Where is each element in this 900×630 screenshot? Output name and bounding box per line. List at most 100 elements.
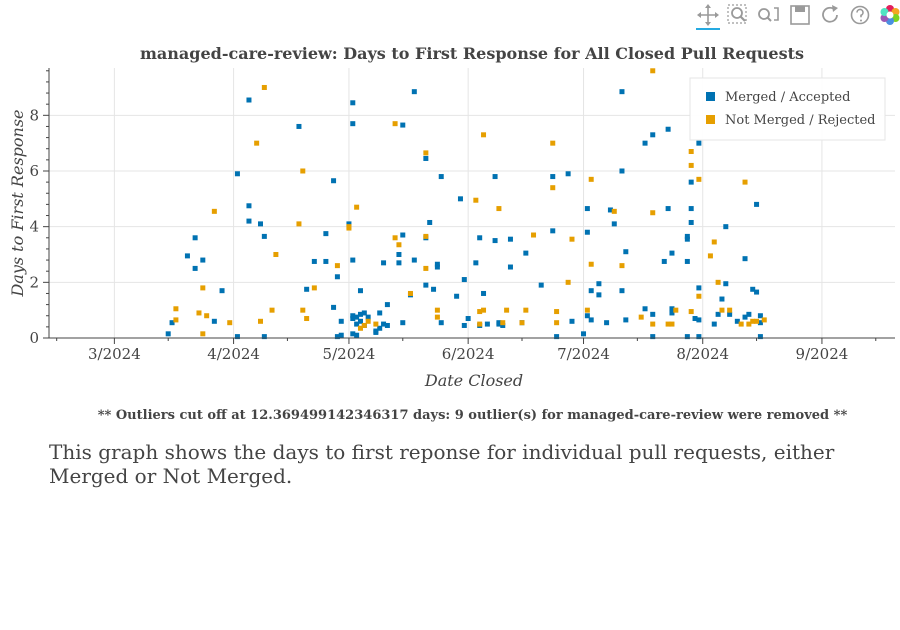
not-merged-point[interactable] [754,318,760,324]
not-merged-point[interactable] [738,321,744,327]
not-merged-point[interactable] [688,149,694,155]
not-merged-point[interactable] [761,317,767,323]
not-merged-point[interactable] [665,321,671,327]
merged-point[interactable] [381,321,387,327]
merged-point[interactable] [669,310,675,316]
merged-point[interactable] [354,314,360,320]
merged-point[interactable] [357,311,363,317]
merged-point[interactable] [696,140,702,146]
merged-point[interactable] [234,334,240,340]
merged-point[interactable] [734,318,740,324]
merged-point[interactable] [331,304,337,310]
not-merged-point[interactable] [742,179,748,185]
not-merged-point[interactable] [211,208,217,214]
merged-point[interactable] [715,311,721,317]
merged-point[interactable] [688,179,694,185]
merged-point[interactable] [365,314,371,320]
merged-point[interactable] [261,233,267,239]
merged-point[interactable] [354,332,360,338]
merged-point[interactable] [665,206,671,212]
not-merged-point[interactable] [588,176,594,182]
merged-point[interactable] [669,306,675,312]
merged-point[interactable] [757,320,763,326]
wheel-zoom-tool-button[interactable] [753,0,783,30]
box-zoom-tool-button[interactable] [723,0,753,30]
merged-point[interactable] [323,258,329,264]
merged-point[interactable] [588,317,594,323]
merged-point[interactable] [427,219,433,225]
not-merged-point[interactable] [477,321,483,327]
not-merged-point[interactable] [619,263,625,269]
not-merged-point[interactable] [200,285,206,291]
not-merged-point[interactable] [727,307,733,313]
merged-point[interactable] [438,320,444,326]
not-merged-point[interactable] [365,318,371,324]
merged-point[interactable] [596,281,602,287]
merged-point[interactable] [384,302,390,308]
not-merged-point[interactable] [258,318,263,324]
merged-point[interactable] [246,203,252,209]
merged-point[interactable] [357,318,363,324]
merged-point[interactable] [431,286,437,292]
merged-point[interactable] [538,282,544,288]
pan-tool-button[interactable] [693,0,723,30]
merged-point[interactable] [507,236,513,242]
not-merged-point[interactable] [254,140,260,146]
merged-point[interactable] [396,260,402,266]
merged-point[interactable] [192,265,198,271]
merged-point[interactable] [500,322,506,328]
help-tool-button[interactable] [845,0,875,30]
not-merged-point[interactable] [638,314,644,320]
merged-point[interactable] [696,334,702,340]
merged-point[interactable] [665,126,671,132]
merged-point[interactable] [569,318,575,324]
merged-point[interactable] [165,331,171,337]
not-merged-point[interactable] [304,316,310,322]
not-merged-point[interactable] [296,221,302,227]
not-merged-point[interactable] [519,320,525,326]
not-merged-point[interactable] [354,204,360,210]
not-merged-point[interactable] [477,309,483,315]
save-tool-button[interactable] [785,0,815,30]
merged-point[interactable] [184,253,190,259]
not-merged-point[interactable] [269,307,275,313]
merged-point[interactable] [481,290,487,296]
not-merged-point[interactable] [554,309,560,315]
merged-point[interactable] [400,320,406,326]
merged-point[interactable] [565,171,571,177]
merged-point[interactable] [296,123,302,129]
merged-point[interactable] [258,221,263,227]
not-merged-point[interactable] [650,68,656,74]
not-merged-point[interactable] [504,307,510,313]
merged-point[interactable] [411,257,417,263]
merged-point[interactable] [584,313,590,319]
merged-point[interactable] [211,318,217,324]
merged-point[interactable] [423,155,429,161]
not-merged-point[interactable] [261,84,267,90]
merged-point[interactable] [554,334,560,340]
merged-point[interactable] [400,232,406,238]
not-merged-point[interactable] [550,185,556,191]
not-merged-point[interactable] [204,313,210,319]
merged-point[interactable] [754,289,760,295]
merged-point[interactable] [723,281,729,287]
not-merged-point[interactable] [434,307,440,313]
merged-point[interactable] [757,334,763,340]
merged-point[interactable] [650,334,656,340]
merged-point[interactable] [754,201,760,207]
merged-point[interactable] [261,334,267,340]
not-merged-point[interactable] [565,279,571,285]
merged-point[interactable] [457,196,463,202]
merged-point[interactable] [623,317,629,323]
bokeh-logo[interactable] [875,0,900,30]
merged-point[interactable] [434,264,440,270]
merged-point[interactable] [461,277,467,283]
merged-point[interactable] [357,288,363,294]
merged-point[interactable] [661,258,667,264]
merged-point[interactable] [584,206,590,212]
merged-point[interactable] [438,174,444,180]
not-merged-point[interactable] [473,197,479,203]
merged-point[interactable] [588,288,594,294]
not-merged-point[interactable] [423,265,429,271]
merged-point[interactable] [688,206,694,212]
